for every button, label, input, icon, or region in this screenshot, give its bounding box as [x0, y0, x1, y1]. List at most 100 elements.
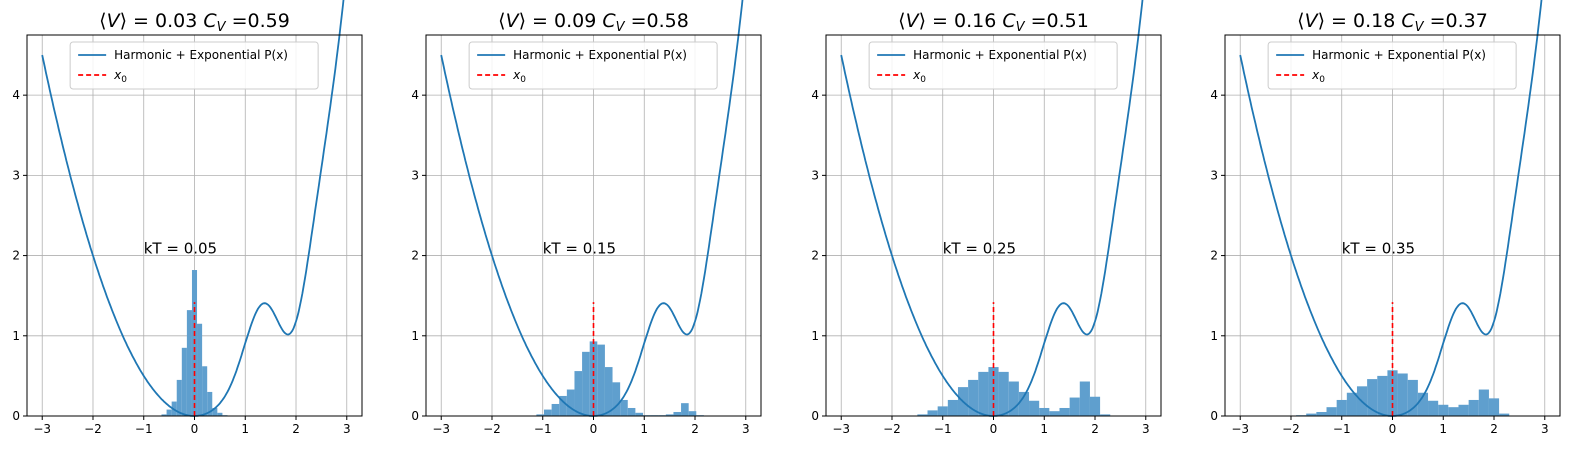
- x-tick-label: 3: [343, 422, 351, 436]
- hist-bar: [1039, 407, 1050, 416]
- hist-bar: [536, 414, 545, 416]
- hist-bar: [1417, 392, 1429, 416]
- hist-bar: [1326, 407, 1337, 416]
- hist-bar: [688, 411, 697, 416]
- hist-bar: [673, 411, 682, 416]
- legend-curve-label: Harmonic + Exponential P(x): [913, 48, 1087, 62]
- x-tick-label: 0: [990, 422, 998, 436]
- x-tick-label: −3: [432, 422, 450, 436]
- hist-bar: [927, 410, 938, 416]
- hist-bar: [574, 371, 583, 416]
- x-tick-label: −3: [1231, 422, 1249, 436]
- x-tick-label: 0: [191, 422, 199, 436]
- x-tick-label: −1: [934, 422, 952, 436]
- y-tick-label: 4: [811, 88, 819, 102]
- panel-title: ⟨V⟩ = 0.18 CV =0.37: [1297, 10, 1488, 35]
- panel-3: −3 −2 −1 0 1 2 3 0 1 2 3 4 ⟨V⟩ = 0.16 CV =0.51 kT = 0…: [811, 0, 1162, 436]
- y-tick-label: 3: [12, 168, 20, 182]
- hist-bar: [1336, 399, 1347, 416]
- hist-bar: [1397, 373, 1408, 416]
- y-tick-label: 3: [411, 168, 419, 182]
- x-tick-label: −1: [1333, 422, 1351, 436]
- x-tick-label: 2: [1490, 422, 1498, 436]
- y-tick-label: 0: [811, 409, 819, 423]
- hist-bar: [612, 382, 621, 416]
- hist-bar: [1029, 400, 1040, 416]
- legend-curve-label: Harmonic + Exponential P(x): [1312, 48, 1486, 62]
- hist-bar: [202, 366, 208, 416]
- y-tick-label: 2: [411, 249, 419, 263]
- kt-annotation: kT = 0.35: [1342, 240, 1415, 258]
- x-tick-label: 0: [1389, 422, 1397, 436]
- hist-bar: [1458, 404, 1469, 416]
- hist-bar: [1079, 381, 1090, 416]
- legend-curve-label: Harmonic + Exponential P(x): [114, 48, 288, 62]
- hist-bar: [1387, 370, 1398, 416]
- hist-bar: [635, 412, 643, 416]
- legend-box: [1267, 41, 1517, 90]
- hist-bar: [1499, 413, 1510, 416]
- legend-x0-label: x0: [113, 68, 127, 85]
- legend-x0-label: x0: [912, 68, 926, 85]
- legend-x0-label: x0: [1311, 68, 1325, 85]
- hist-bar: [551, 403, 560, 416]
- hist-bar: [620, 399, 628, 416]
- x-tick-label: 1: [640, 422, 648, 436]
- hist-bar: [1049, 411, 1060, 416]
- hist-bar: [1377, 375, 1388, 416]
- hist-bar: [681, 403, 689, 416]
- legend-x0-label: x0: [512, 68, 526, 85]
- y-tick-label: 4: [411, 88, 419, 102]
- hist-bar: [917, 414, 928, 416]
- hist-bar: [589, 341, 598, 416]
- x-tick-label: −2: [1282, 422, 1300, 436]
- hist-bar: [1367, 379, 1378, 416]
- panel-title: ⟨V⟩ = 0.09 CV =0.58: [498, 10, 689, 35]
- y-tick-label: 1: [811, 329, 819, 343]
- x-tick-label: 1: [1439, 422, 1447, 436]
- x-tick-label: −2: [883, 422, 901, 436]
- hist-bar: [968, 379, 979, 416]
- hist-bar: [1488, 398, 1500, 416]
- hist-bar: [998, 371, 1009, 416]
- y-tick-label: 0: [1210, 409, 1218, 423]
- y-tick-label: 2: [12, 249, 20, 263]
- hist-bar: [1346, 392, 1357, 416]
- legend-curve-label: Harmonic + Exponential P(x): [513, 48, 687, 62]
- x-tick-label: 1: [241, 422, 249, 436]
- hist-bar: [1448, 407, 1459, 416]
- y-tick-label: 3: [811, 168, 819, 182]
- y-tick-label: 4: [1210, 88, 1218, 102]
- hist-bar: [582, 351, 590, 416]
- panel-2: −3 −2 −1 0 1 2 3 0 1 2 3 4 ⟨V⟩ = 0.09 CV =0.58 kT = 0…: [411, 0, 762, 436]
- x-tick-label: 2: [691, 422, 699, 436]
- y-tick-label: 3: [1210, 168, 1218, 182]
- hist-bar: [978, 371, 989, 416]
- panel-4: −3 −2 −1 0 1 2 3 0 1 2 3 4 ⟨V⟩ = 0.18 CV =0.37 kT = 0…: [1210, 0, 1561, 436]
- hist-bar: [559, 395, 567, 416]
- hist-bar: [1100, 414, 1111, 416]
- x-tick-label: 1: [1040, 422, 1048, 436]
- x-tick-label: −3: [33, 422, 51, 436]
- y-tick-label: 0: [12, 409, 20, 423]
- hist-bar: [1018, 391, 1030, 416]
- hist-bar: [207, 391, 213, 416]
- hist-bar: [1089, 396, 1101, 416]
- x-tick-label: −2: [483, 422, 501, 436]
- hist-bar: [1316, 411, 1327, 416]
- hist-bar: [604, 367, 613, 416]
- hist-bar: [627, 407, 636, 416]
- x-tick-label: 2: [1091, 422, 1099, 436]
- x-tick-label: −3: [832, 422, 850, 436]
- hist-bar: [1069, 397, 1080, 416]
- hist-bar: [566, 389, 575, 416]
- hist-bar: [937, 406, 948, 416]
- kt-annotation: kT = 0.25: [943, 240, 1016, 258]
- hist-bar: [544, 409, 552, 416]
- y-tick-label: 1: [411, 329, 419, 343]
- hist-bar: [197, 323, 203, 416]
- x-tick-label: 3: [1142, 422, 1150, 436]
- y-tick-label: 2: [1210, 249, 1218, 263]
- kt-annotation: kT = 0.05: [144, 240, 217, 258]
